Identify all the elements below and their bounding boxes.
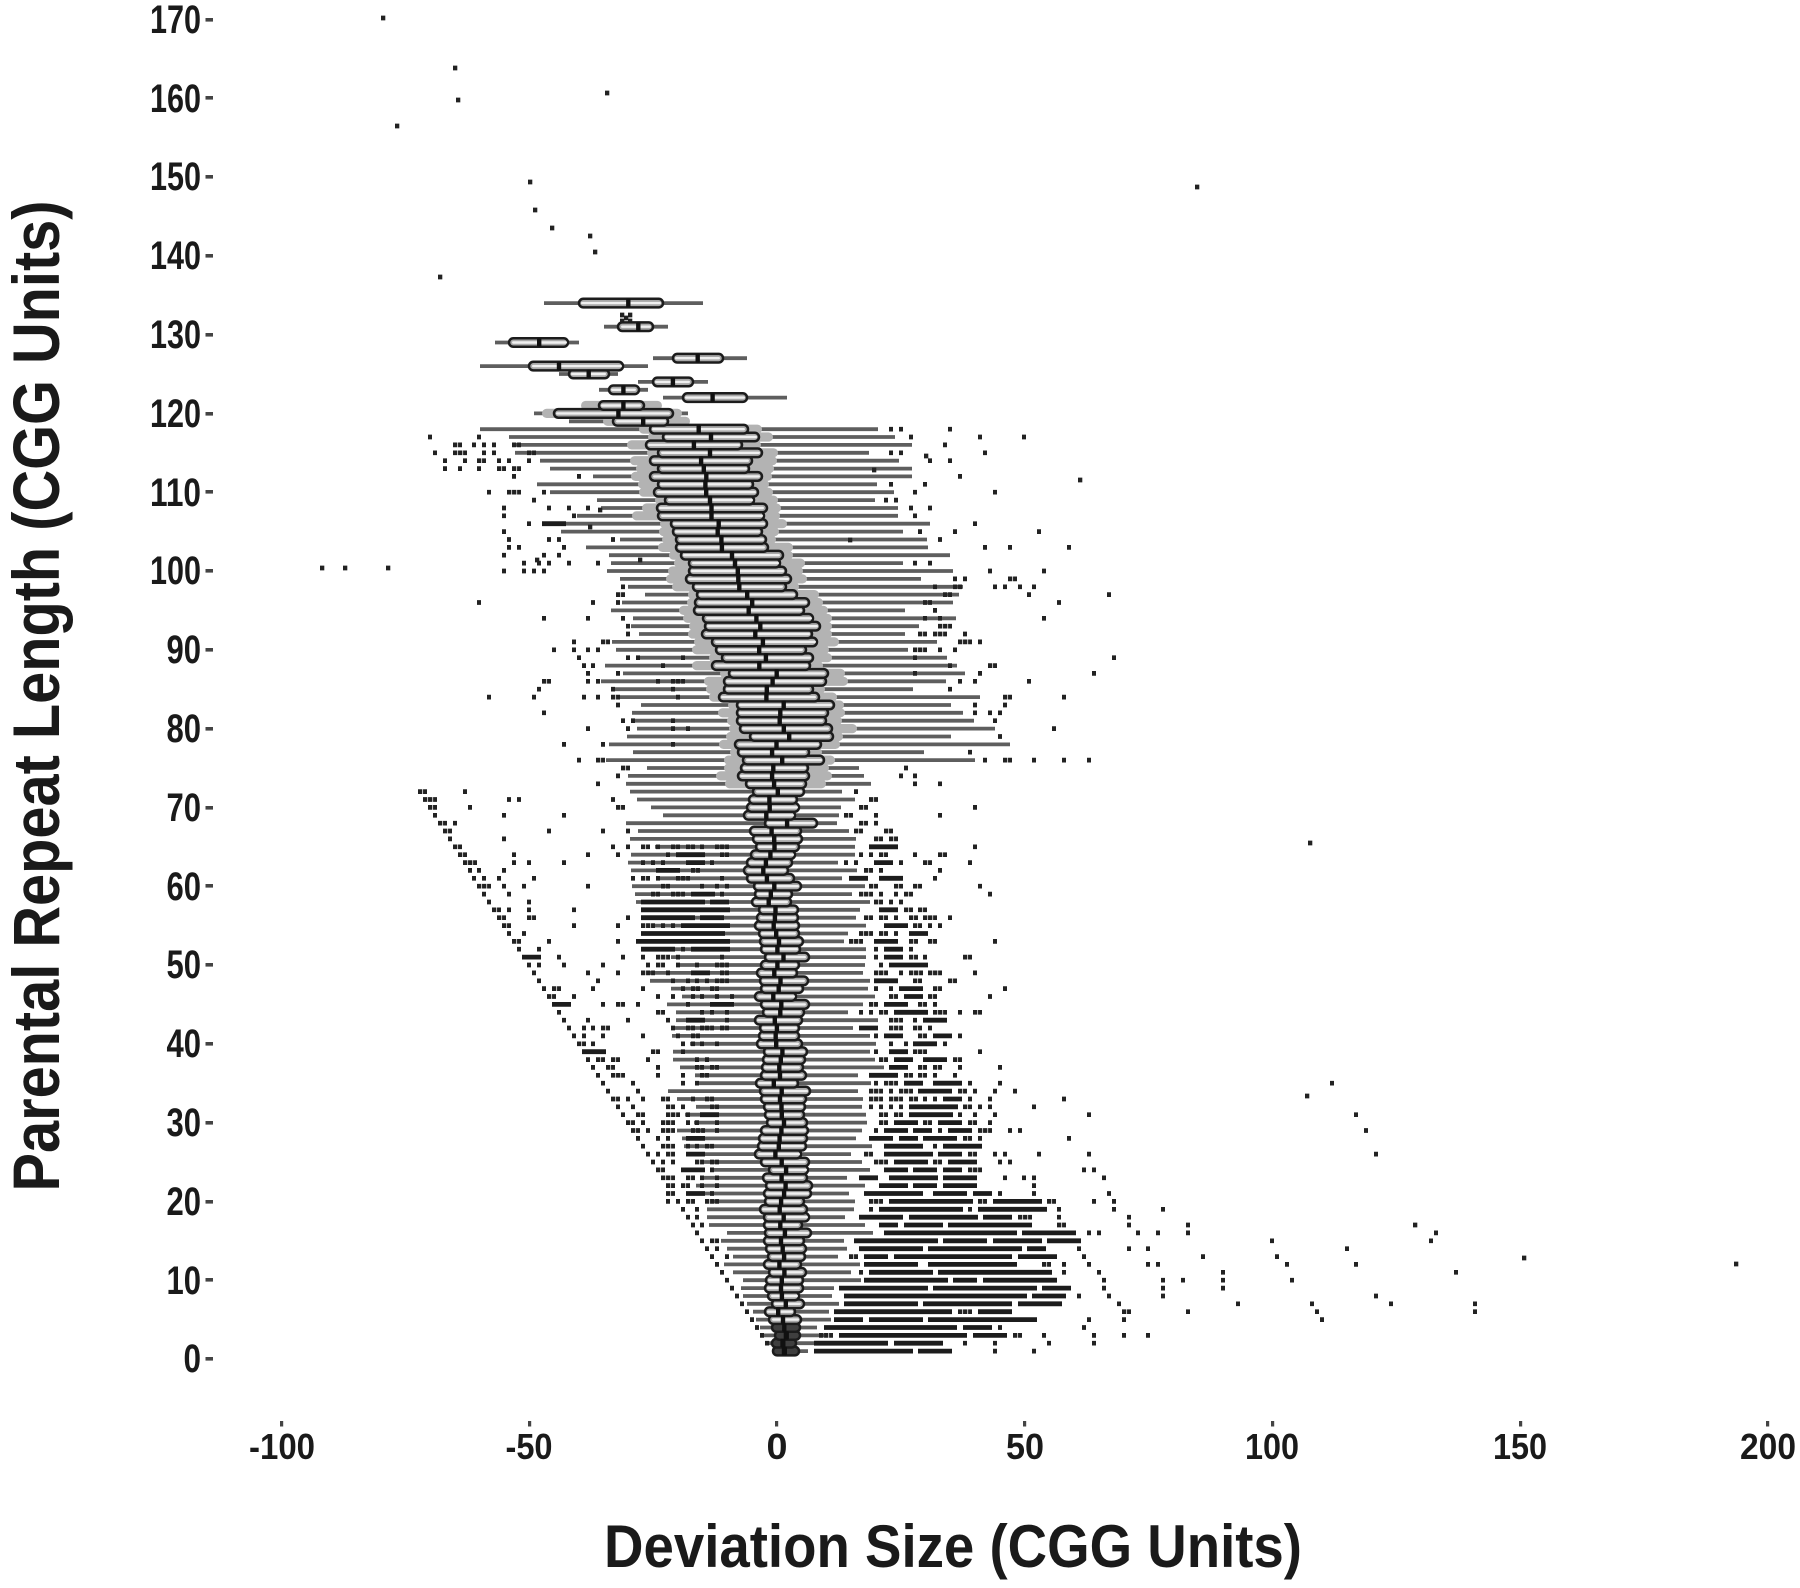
- svg-text:170: 170: [150, 0, 201, 42]
- svg-text:130: 130: [150, 313, 201, 357]
- svg-text:Deviation Size (CGG Units): Deviation Size (CGG Units): [604, 1513, 1302, 1580]
- svg-text:80: 80: [167, 707, 202, 751]
- svg-text:Parental Repeat Length (CGG Un: Parental Repeat Length (CGG Units): [0, 201, 73, 1192]
- svg-text:-50: -50: [506, 1426, 553, 1467]
- svg-text:-100: -100: [249, 1426, 315, 1467]
- svg-text:110: 110: [150, 471, 201, 515]
- svg-text:10: 10: [167, 1259, 202, 1303]
- svg-text:100: 100: [150, 549, 201, 593]
- svg-text:100: 100: [1245, 1426, 1299, 1467]
- svg-text:0: 0: [184, 1337, 202, 1381]
- svg-text:50: 50: [1006, 1426, 1044, 1467]
- svg-text:0: 0: [767, 1426, 788, 1467]
- svg-text:60: 60: [167, 865, 202, 909]
- svg-text:140: 140: [150, 234, 201, 278]
- svg-text:50: 50: [167, 943, 202, 987]
- svg-text:40: 40: [167, 1022, 202, 1066]
- svg-text:200: 200: [1740, 1426, 1796, 1467]
- svg-text:150: 150: [1493, 1426, 1547, 1467]
- svg-text:20: 20: [167, 1180, 202, 1224]
- svg-text:30: 30: [167, 1101, 202, 1145]
- svg-text:120: 120: [150, 392, 201, 436]
- svg-text:70: 70: [167, 786, 202, 830]
- svg-text:90: 90: [167, 628, 202, 672]
- svg-text:160: 160: [150, 77, 201, 121]
- svg-text:150: 150: [150, 155, 201, 199]
